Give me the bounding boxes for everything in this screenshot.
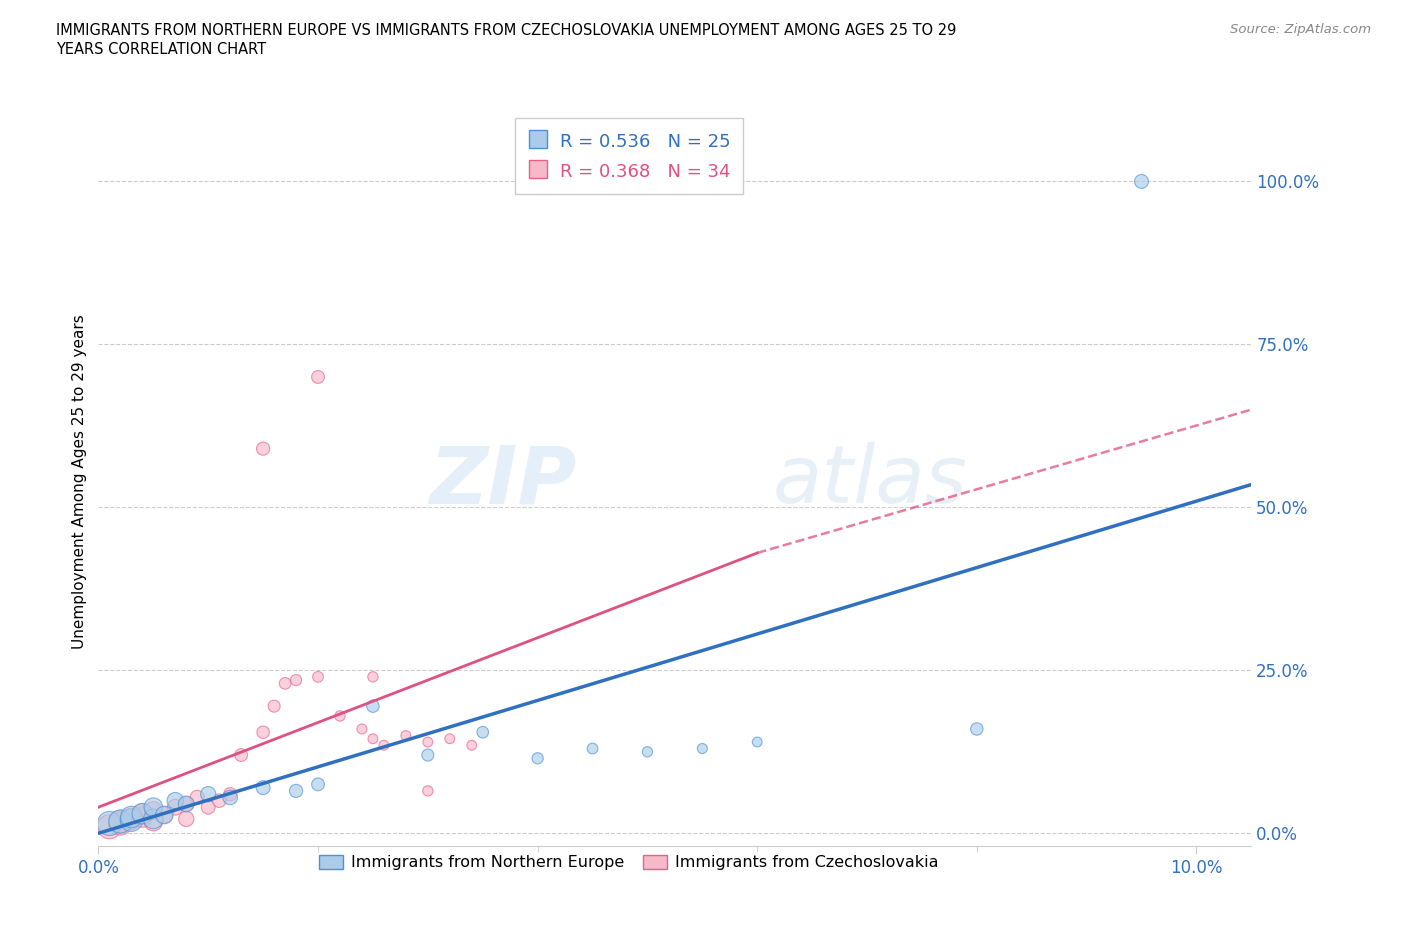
Point — [153, 807, 176, 822]
Point — [131, 809, 153, 824]
Point — [526, 751, 548, 765]
Point — [142, 803, 165, 817]
Point — [395, 728, 418, 743]
Point — [373, 737, 395, 752]
Point — [142, 800, 165, 815]
Point — [142, 814, 165, 829]
Point — [329, 709, 352, 724]
Point — [263, 698, 285, 713]
Point — [252, 441, 274, 456]
Text: YEARS CORRELATION CHART: YEARS CORRELATION CHART — [56, 42, 266, 57]
Point — [197, 800, 219, 815]
Legend: Immigrants from Northern Europe, Immigrants from Czechoslovakia: Immigrants from Northern Europe, Immigra… — [311, 847, 946, 879]
Point — [692, 741, 714, 756]
Point — [219, 790, 242, 804]
Point — [98, 816, 121, 830]
Point — [174, 796, 197, 811]
Point — [350, 722, 373, 737]
Point — [231, 748, 253, 763]
Point — [131, 806, 153, 821]
Point — [416, 735, 439, 750]
Point — [361, 670, 384, 684]
Text: atlas: atlas — [773, 443, 967, 520]
Point — [252, 724, 274, 739]
Point — [307, 777, 329, 791]
Point — [197, 787, 219, 802]
Point — [307, 670, 329, 684]
Point — [416, 783, 439, 798]
Point — [153, 807, 176, 822]
Point — [219, 787, 242, 802]
Point — [416, 748, 439, 763]
Point — [747, 735, 769, 750]
Point — [1130, 174, 1153, 189]
Point — [461, 737, 484, 752]
Point — [274, 676, 297, 691]
Point — [285, 783, 308, 798]
Text: IMMIGRANTS FROM NORTHERN EUROPE VS IMMIGRANTS FROM CZECHOSLOVAKIA UNEMPLOYMENT A: IMMIGRANTS FROM NORTHERN EUROPE VS IMMIG… — [56, 23, 956, 38]
Point — [471, 724, 494, 739]
Point — [165, 800, 187, 815]
Point — [581, 741, 603, 756]
Point — [110, 816, 132, 830]
Point — [966, 722, 988, 737]
Point — [186, 790, 208, 804]
Y-axis label: Unemployment Among Ages 25 to 29 years: Unemployment Among Ages 25 to 29 years — [72, 314, 87, 648]
Point — [252, 780, 274, 795]
Point — [131, 806, 153, 821]
Text: Source: ZipAtlas.com: Source: ZipAtlas.com — [1230, 23, 1371, 36]
Point — [120, 809, 142, 824]
Point — [307, 369, 329, 384]
Text: ZIP: ZIP — [429, 443, 576, 520]
Point — [361, 698, 384, 713]
Point — [110, 814, 132, 829]
Point — [174, 796, 197, 811]
Point — [439, 731, 461, 746]
Point — [120, 812, 142, 827]
Point — [142, 812, 165, 827]
Point — [636, 744, 658, 759]
Point — [285, 672, 308, 687]
Point — [361, 731, 384, 746]
Point — [110, 814, 132, 829]
Point — [208, 793, 231, 808]
Point — [98, 819, 121, 834]
Point — [120, 813, 142, 828]
Point — [174, 812, 197, 827]
Point — [165, 793, 187, 808]
